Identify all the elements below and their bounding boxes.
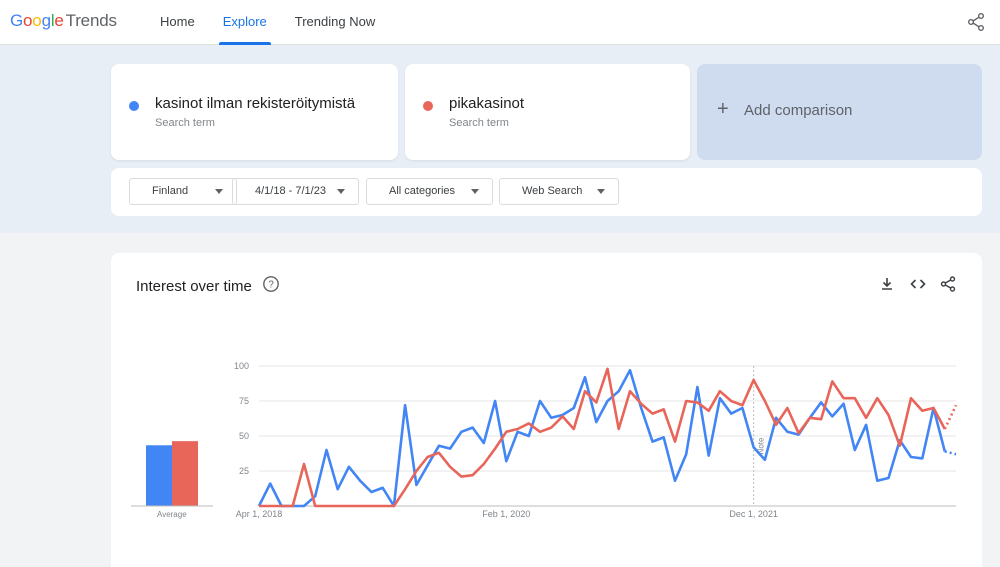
plus-icon: + xyxy=(717,98,729,120)
top-bar: Google Trends Home Explore Trending Now xyxy=(0,0,1000,45)
y-tick-label: 50 xyxy=(239,431,249,441)
add-comparison-label: Add comparison xyxy=(744,102,853,119)
series-line-2[interactable] xyxy=(259,367,946,508)
caret-down-icon xyxy=(215,189,223,194)
caret-down-icon xyxy=(337,189,345,194)
help-icon[interactable]: ? xyxy=(262,275,280,293)
chart-lines[interactable] xyxy=(257,367,958,508)
filter-date-range[interactable]: 4/1/18 - 7/1/23 xyxy=(232,178,359,205)
search-term-type: Search term xyxy=(449,117,509,129)
nav-trending-now[interactable]: Trending Now xyxy=(294,14,376,29)
average-bar-2[interactable] xyxy=(172,441,198,506)
comparison-area: kasinot ilman rekisteröitymistä Search t… xyxy=(0,45,1000,233)
filter-category-label: All categories xyxy=(389,185,456,197)
caret-down-icon xyxy=(597,189,605,194)
x-tick-label: Feb 1, 2020 xyxy=(482,509,530,519)
chart-title: Interest over time xyxy=(136,278,252,295)
note-label[interactable]: Note xyxy=(757,437,766,454)
logo-trends: Trends xyxy=(65,11,117,30)
average-bar-1[interactable] xyxy=(146,445,172,506)
nav-explore[interactable]: Explore xyxy=(213,0,277,45)
series-color-dot xyxy=(423,101,433,111)
filter-search-type-label: Web Search xyxy=(522,185,583,197)
filter-region[interactable]: Finland xyxy=(129,178,237,205)
search-term-card-1[interactable]: kasinot ilman rekisteröitymistä Search t… xyxy=(111,64,398,160)
search-term-card-2[interactable]: pikakasinot Search term xyxy=(405,64,690,160)
download-icon[interactable] xyxy=(878,275,896,293)
add-comparison-button[interactable]: + Add comparison xyxy=(697,64,982,160)
x-tick-label: Dec 1, 2021 xyxy=(729,509,778,519)
search-term-label: kasinot ilman rekisteröitymistä xyxy=(155,95,356,112)
series-line-1[interactable] xyxy=(257,368,947,508)
y-tick-label: 100 xyxy=(234,361,249,371)
series-partial-2 xyxy=(943,404,958,430)
interest-over-time-chart: 100 75 50 25 Apr 1, 2018 Feb 1, 2020 Dec 1, 20… xyxy=(131,361,958,519)
share-icon[interactable] xyxy=(939,275,957,293)
main-nav: Home Explore Trending Now xyxy=(150,0,393,45)
chart-grid: 100 75 50 25 Apr 1, 2018 Feb 1, 2020 Dec 1, 20… xyxy=(234,361,956,519)
y-tick-label: 75 xyxy=(239,396,249,406)
y-tick-label: 25 xyxy=(239,466,249,476)
google-trends-logo[interactable]: Google Trends xyxy=(10,11,117,31)
logo-google: Google xyxy=(10,11,64,30)
embed-code-icon[interactable] xyxy=(909,275,927,293)
filter-category[interactable]: All categories xyxy=(366,178,493,205)
x-tick-label: Apr 1, 2018 xyxy=(236,509,283,519)
caret-down-icon xyxy=(471,189,479,194)
series-color-dot xyxy=(129,101,139,111)
filter-region-label: Finland xyxy=(152,185,189,197)
nav-home[interactable]: Home xyxy=(160,14,195,29)
svg-text:?: ? xyxy=(268,280,274,291)
filter-search-type[interactable]: Web Search xyxy=(499,178,619,205)
share-icon[interactable] xyxy=(966,12,986,32)
filter-date-label: 4/1/18 - 7/1/23 xyxy=(255,185,326,197)
series-partial-1 xyxy=(944,450,957,456)
average-bars xyxy=(131,441,213,507)
search-term-label: pikakasinot xyxy=(449,95,525,112)
filter-bar: Finland 4/1/18 - 7/1/23 All categories W… xyxy=(111,168,982,216)
average-label: Average xyxy=(157,510,187,519)
search-term-type: Search term xyxy=(155,117,215,129)
interest-over-time-card: Interest over time ? 100 75 50 25 Apr 1, 201… xyxy=(111,253,982,567)
